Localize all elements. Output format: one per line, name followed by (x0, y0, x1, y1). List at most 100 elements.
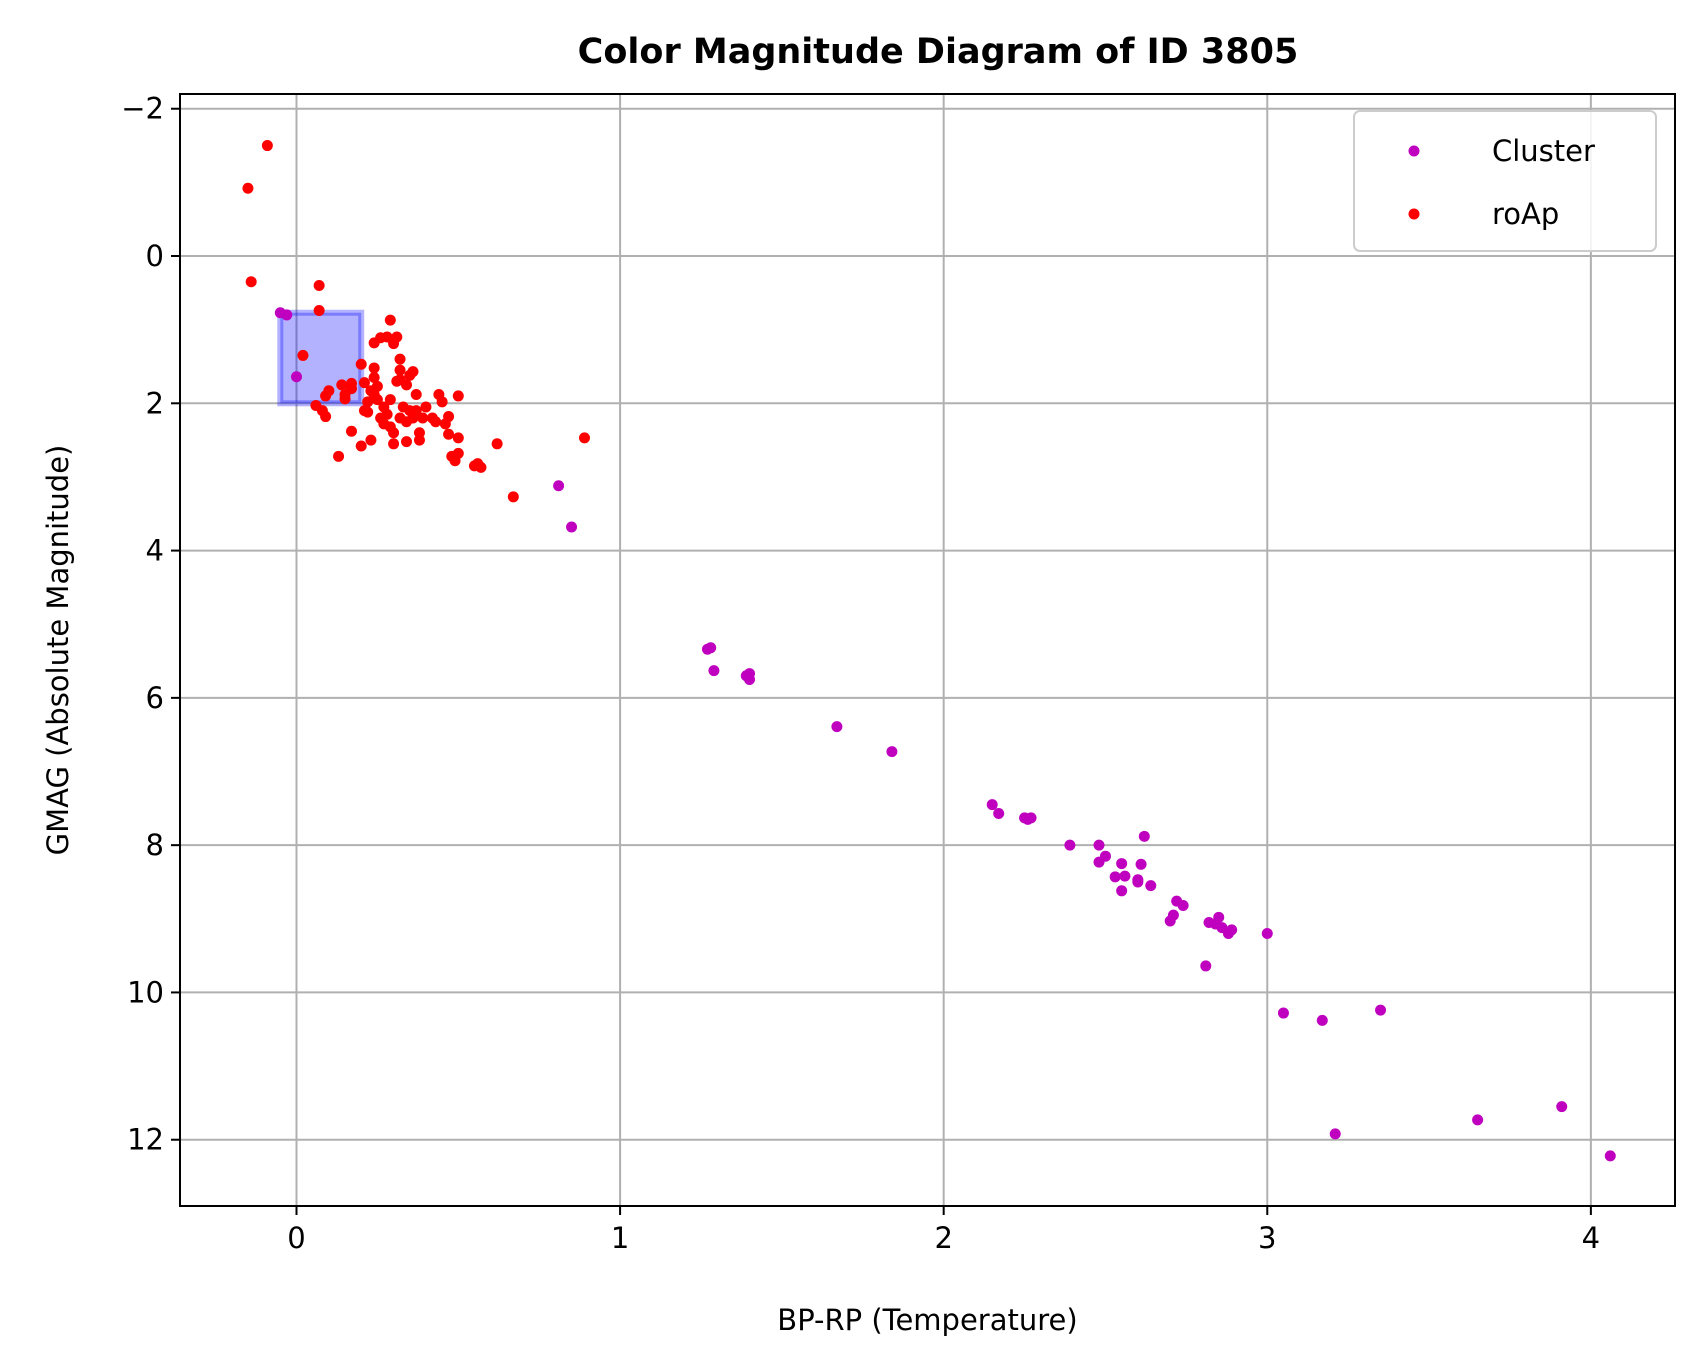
data-point (1329, 1128, 1341, 1140)
legend-label: roAp (1492, 197, 1559, 231)
data-point (407, 366, 419, 378)
data-point (744, 673, 756, 685)
data-point (1135, 858, 1147, 870)
data-point (507, 491, 519, 503)
data-point (417, 412, 429, 424)
data-point (355, 358, 367, 370)
data-point (358, 377, 370, 389)
data-point (333, 450, 345, 462)
data-point (368, 372, 380, 384)
y-tick-label: 12 (127, 1123, 164, 1157)
y-tick-label: 6 (146, 681, 164, 715)
data-point (1138, 830, 1150, 842)
data-point (430, 416, 442, 428)
data-point (578, 432, 590, 444)
data-point (281, 309, 293, 321)
data-points (242, 140, 1616, 1162)
y-tick-label: 0 (146, 239, 164, 273)
data-point (1099, 850, 1111, 862)
data-point (1375, 1004, 1387, 1016)
data-point (452, 447, 464, 459)
data-point (362, 396, 374, 408)
y-tick-label: −2 (121, 92, 164, 126)
data-point (1116, 858, 1128, 870)
data-point (1177, 900, 1189, 912)
x-tick-label: 4 (1582, 1221, 1600, 1255)
legend-marker (1408, 145, 1420, 157)
data-point (1200, 960, 1212, 972)
x-axis-ticks: 0 1 2 3 4 (287, 1206, 1600, 1255)
plot-frame (179, 93, 1676, 1207)
y-tick-label: 2 (146, 386, 164, 420)
series-cluster (274, 307, 1616, 1162)
data-point (436, 396, 448, 408)
x-tick-label: 3 (1258, 1221, 1276, 1255)
data-point (831, 721, 843, 733)
data-point (297, 349, 309, 361)
y-tick-label: 4 (146, 534, 164, 568)
x-tick-label: 2 (934, 1221, 952, 1255)
data-point (290, 371, 302, 383)
data-point (365, 434, 377, 446)
data-point (1277, 1007, 1289, 1019)
grid-lines (180, 94, 1675, 1206)
data-point (993, 807, 1005, 819)
data-point (313, 279, 325, 291)
data-point (1472, 1114, 1484, 1126)
data-point (410, 388, 422, 400)
data-point (1064, 839, 1076, 851)
data-point (371, 380, 383, 392)
data-point (1119, 870, 1131, 882)
data-point (452, 432, 464, 444)
data-point (242, 182, 254, 194)
data-point (1261, 928, 1273, 940)
data-point (394, 364, 406, 376)
data-point (381, 408, 393, 420)
data-point (708, 665, 720, 677)
data-point (1226, 924, 1238, 936)
legend-marker (1408, 208, 1420, 220)
data-point (391, 331, 403, 343)
data-point (313, 305, 325, 317)
data-point (401, 436, 413, 448)
data-point (388, 438, 400, 450)
data-point (886, 746, 898, 758)
y-tick-label: 8 (146, 828, 164, 862)
data-point (346, 425, 358, 437)
data-point (1025, 812, 1037, 824)
legend-box (1353, 110, 1657, 252)
data-point (705, 642, 717, 654)
data-point (1604, 1150, 1616, 1162)
data-point (368, 362, 380, 374)
data-point (443, 428, 455, 440)
legend: Cluster roAp (1353, 110, 1657, 252)
x-tick-label: 0 (287, 1221, 305, 1255)
data-point (355, 440, 367, 452)
data-point (261, 140, 273, 152)
data-point (491, 438, 503, 450)
data-point (1132, 876, 1144, 888)
data-point (384, 394, 396, 406)
data-point (1556, 1101, 1568, 1113)
y-axis-ticks: −2 0 2 4 6 8 10 12 (121, 92, 180, 1157)
data-point (443, 411, 455, 423)
data-point (410, 405, 422, 417)
data-point (323, 385, 335, 397)
data-point (371, 394, 383, 406)
y-axis-label: GMAG (Absolute Magnitude) (41, 445, 75, 856)
data-point (420, 401, 432, 413)
data-point (245, 276, 257, 288)
series-roap (242, 140, 590, 503)
data-point (339, 393, 351, 405)
data-point (1316, 1014, 1328, 1026)
data-point (1145, 880, 1157, 892)
data-point (336, 379, 348, 391)
x-axis-label: BP-RP (Temperature) (777, 1303, 1077, 1337)
legend-label: Cluster (1492, 134, 1595, 168)
y-tick-label: 10 (127, 975, 164, 1009)
data-point (553, 480, 565, 492)
data-point (413, 434, 425, 446)
data-point (401, 379, 413, 391)
